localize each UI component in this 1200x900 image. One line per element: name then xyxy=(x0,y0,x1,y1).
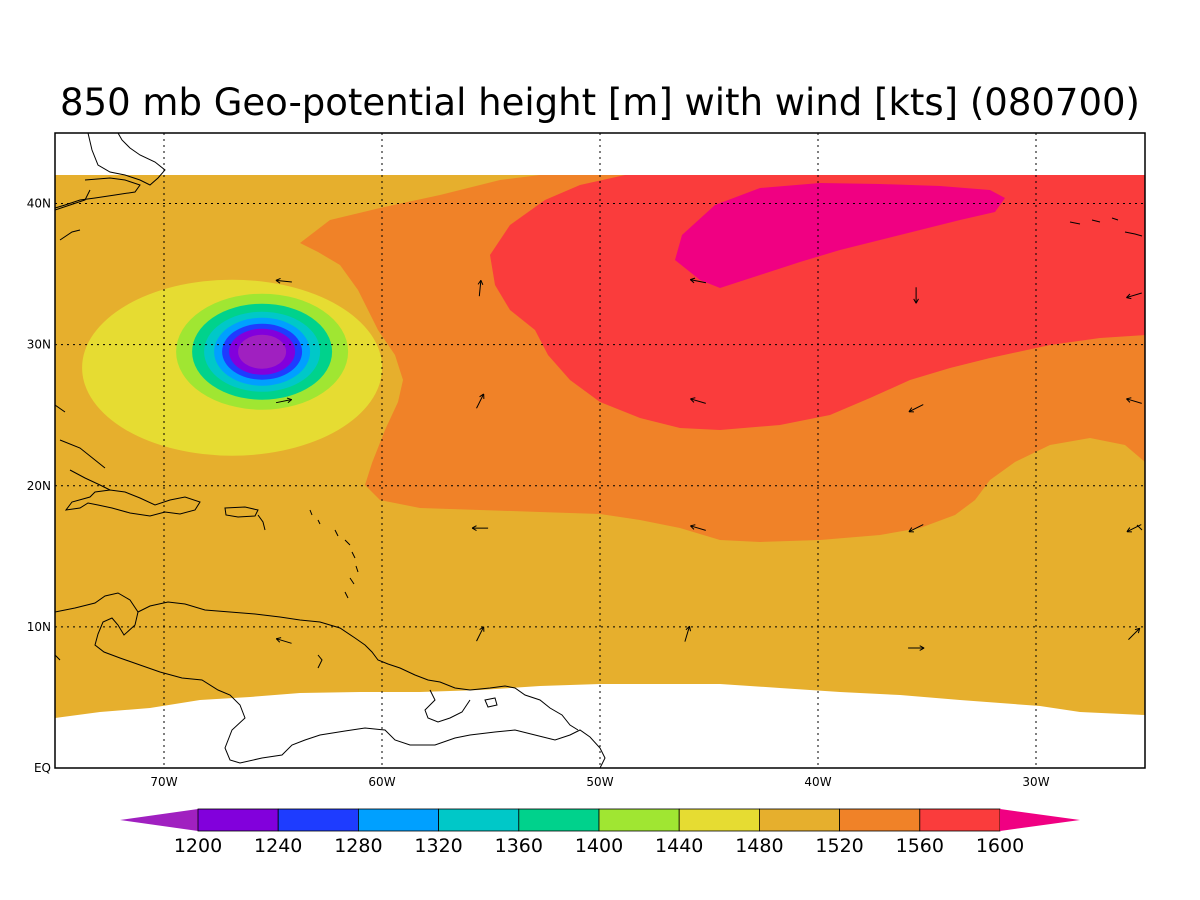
wind-arrow xyxy=(690,524,706,531)
lat-tick-label: 20N xyxy=(27,479,51,493)
wind-arrow xyxy=(471,525,489,531)
wind-arrow xyxy=(684,625,692,642)
lat-tick-label: 30N xyxy=(27,338,51,352)
colorbar: 1200 1240 1280 1320 1360 1400 1440 1480 1520 1560… xyxy=(120,808,1080,857)
wind-arrow xyxy=(1126,292,1142,300)
colorbar-level-label: 1400 xyxy=(575,835,623,857)
colorbar-level-label: 1320 xyxy=(414,835,462,857)
colorbar-segment xyxy=(277,808,359,832)
colorbar-level-label: 1280 xyxy=(334,835,382,857)
colorbar-level-label: 1560 xyxy=(896,835,944,857)
wind-arrow xyxy=(477,279,484,297)
wind-arrow xyxy=(275,397,293,404)
lat-tick-label: EQ xyxy=(34,761,51,775)
colorbar-level-label: 1520 xyxy=(815,835,863,857)
colorbar-segment xyxy=(759,808,841,832)
wind-arrow xyxy=(913,287,919,304)
lon-tick-label: 60W xyxy=(368,775,395,789)
lon-tick-label: 70W xyxy=(150,775,177,789)
colorbar-high-triangle xyxy=(1000,809,1080,831)
colorbar-level-label: 1480 xyxy=(735,835,783,857)
wind-arrow xyxy=(1128,627,1141,640)
lat-tick-label: 10N xyxy=(27,620,51,634)
lon-tick-label: 30W xyxy=(1022,775,1049,789)
axis-tick-labels: 70W 60W 50W 40W 30W EQ 10N 20N 30N 40N xyxy=(27,197,1050,789)
wind-arrow xyxy=(908,524,924,533)
map-frame xyxy=(54,132,1146,769)
wind-arrow xyxy=(908,404,924,413)
wind-arrow xyxy=(1126,524,1142,533)
colorbar-low-triangle xyxy=(120,809,198,831)
colorbar-segment xyxy=(678,808,760,832)
low-ring-7 xyxy=(238,334,287,369)
wind-arrow xyxy=(690,397,706,404)
wind-arrow xyxy=(476,393,485,409)
colorbar-level-label: 1240 xyxy=(254,835,302,857)
colorbar-level-label: 1600 xyxy=(976,835,1024,857)
colorbar-level-label: 1440 xyxy=(655,835,703,857)
colorbar-segment xyxy=(518,808,600,832)
wind-arrow xyxy=(275,277,292,284)
wind-arrow xyxy=(689,277,707,284)
wind-arrow xyxy=(1126,397,1142,404)
colorbar-segment xyxy=(598,808,680,832)
lat-tick-label: 40N xyxy=(27,197,51,211)
colorbar-segment xyxy=(839,808,921,832)
graticule xyxy=(55,133,1145,768)
low-pressure-system xyxy=(82,279,383,456)
colorbar-segment xyxy=(919,808,1001,832)
colorbar-segment xyxy=(197,808,279,832)
contour-above-1600-band xyxy=(675,183,1005,288)
colorbar-segment xyxy=(438,808,520,832)
wind-arrow xyxy=(275,637,292,644)
colorbar-level-label: 1360 xyxy=(495,835,543,857)
chart-title: 850 mb Geo-potential height [m] with win… xyxy=(60,81,1140,124)
wind-arrow xyxy=(908,645,925,651)
wind-vectors xyxy=(275,277,1142,651)
lon-tick-label: 50W xyxy=(586,775,613,789)
colorbar-level-label: 1200 xyxy=(174,835,222,857)
coastlines xyxy=(55,133,1143,768)
plot-area xyxy=(55,133,1145,768)
lon-tick-label: 40W xyxy=(804,775,831,789)
colorbar-segment xyxy=(357,808,439,832)
